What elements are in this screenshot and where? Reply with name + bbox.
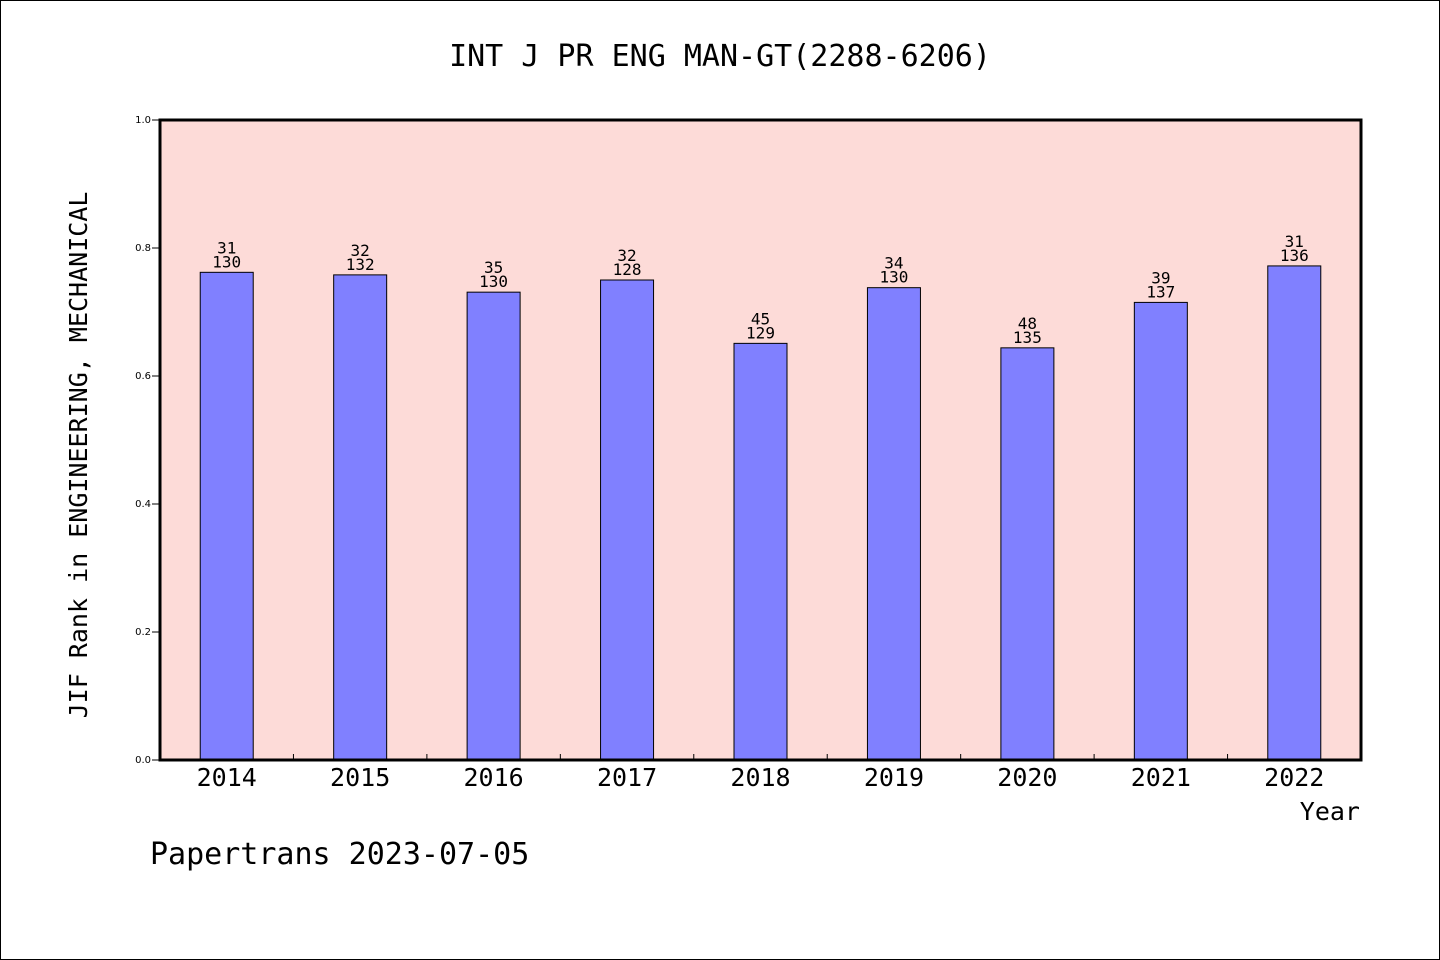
bar-total-label: 130 [212, 252, 241, 271]
x-tick-label: 2015 [330, 763, 390, 792]
y-tick-label: 0.0 [135, 755, 151, 766]
footer-credit: Papertrans 2023-07-05 [150, 837, 529, 872]
x-tick-label: 2014 [197, 763, 257, 792]
bar-2020 [1000, 347, 1055, 761]
bar-2017 [600, 279, 655, 761]
bar-total-label: 128 [613, 260, 642, 279]
bar-total-label: 129 [746, 323, 775, 342]
bar-total-label: 136 [1280, 246, 1309, 265]
x-tick-label: 2022 [1264, 763, 1324, 792]
x-tick-label: 2018 [730, 763, 790, 792]
x-tick-label: 2016 [464, 763, 524, 792]
y-tick-label: 0.4 [135, 499, 151, 510]
bar-2021 [1133, 301, 1188, 761]
bar-2022 [1267, 265, 1322, 761]
bar-total-label: 132 [346, 255, 375, 274]
bar-2014 [199, 271, 254, 761]
bar-rank-label: 34 [884, 254, 903, 273]
bar-rank-label: 32 [351, 241, 370, 260]
bar-total-label: 135 [1013, 328, 1042, 347]
bar-rank-label: 48 [1018, 314, 1037, 333]
bar-2015 [333, 274, 388, 761]
y-tick-label: 1.0 [135, 115, 151, 126]
bar-rank-label: 35 [484, 258, 503, 277]
bar-rank-label: 32 [617, 246, 636, 265]
x-tick-label: 2021 [1131, 763, 1191, 792]
bar-rank-label: 31 [1285, 232, 1304, 251]
bar-2016 [466, 291, 521, 761]
bar-total-label: 137 [1146, 282, 1175, 301]
y-axis: 0.0 0.2 0.4 0.6 0.8 1.0 [135, 115, 160, 766]
y-tick-label: 0.2 [135, 627, 151, 638]
bar-rank-label: 45 [751, 309, 770, 328]
y-tick-label: 0.8 [135, 243, 151, 254]
x-tick-label: 2017 [597, 763, 657, 792]
y-axis-label: JIF Rank in ENGINEERING, MECHANICAL [64, 192, 93, 719]
plot-border [158, 118, 1363, 762]
bar-total-label: 130 [479, 272, 508, 291]
bar-2018 [733, 342, 788, 761]
chart-title: INT J PR ENG MAN-GT(2288-6206) [449, 39, 991, 74]
x-axis-label: Year [1300, 797, 1360, 826]
x-tick-label: 2019 [864, 763, 924, 792]
y-tick-label: 0.6 [135, 371, 151, 382]
x-axis: 2014 2015 2016 2017 2018 2019 2020 2021 2022 [197, 754, 1324, 792]
bar-rank-label: 39 [1151, 268, 1170, 287]
bar-2019 [866, 287, 921, 761]
bar-rank-label: 31 [217, 238, 236, 257]
bar-total-label: 130 [879, 268, 908, 287]
x-tick-label: 2020 [997, 763, 1057, 792]
